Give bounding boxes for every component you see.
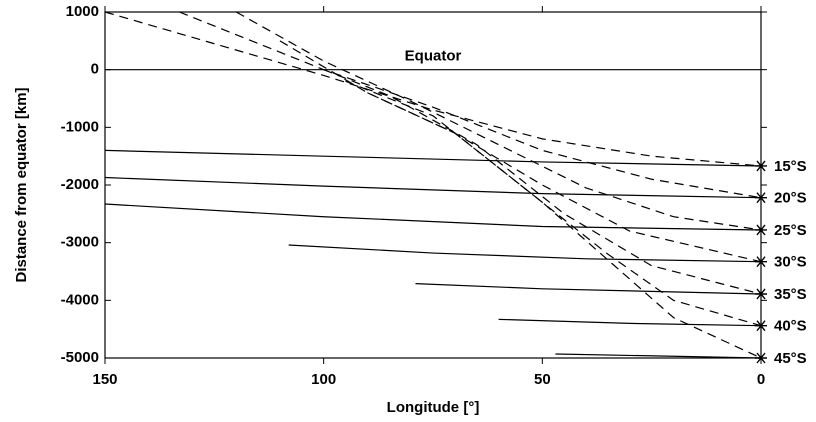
legend-label: 15°S	[774, 158, 807, 175]
y-tick-label: -5000	[61, 349, 99, 366]
y-tick-label: 1000	[66, 3, 99, 20]
star-marker	[755, 192, 767, 204]
star-marker	[755, 320, 767, 332]
dashed-line	[367, 92, 761, 358]
y-tick-label: -3000	[61, 234, 99, 251]
y-tick-label: -4000	[61, 291, 99, 308]
x-axis-label: Longitude [°]	[387, 399, 480, 416]
star-marker	[755, 256, 767, 268]
legend-label: 40°S	[774, 318, 807, 335]
latitude-line	[288, 244, 761, 263]
x-tick-label: 0	[757, 371, 765, 388]
legend-label: 20°S	[774, 190, 807, 207]
dashed-line	[323, 69, 761, 295]
equator-label: Equator	[405, 48, 462, 65]
star-marker	[755, 352, 767, 364]
x-tick-label: 50	[534, 371, 551, 388]
y-axis-label: Distance from equator [km]	[13, 87, 30, 282]
latitude-line	[555, 353, 761, 358]
latitude-line	[415, 283, 761, 295]
legend-label: 30°S	[774, 254, 807, 271]
dashed-line	[235, 12, 761, 231]
latitude-line	[105, 149, 761, 167]
legend-label: 45°S	[774, 350, 807, 367]
dashed-line	[279, 40, 761, 263]
star-marker	[755, 288, 767, 300]
latitude-line	[105, 203, 761, 231]
dashed-line	[345, 80, 761, 327]
x-tick-label: 150	[92, 371, 117, 388]
dashed-line	[179, 12, 761, 199]
y-tick-label: 0	[91, 61, 99, 78]
legend-label: 35°S	[774, 286, 807, 303]
star-marker	[755, 224, 767, 236]
y-tick-label: -1000	[61, 118, 99, 135]
latitude-line	[498, 318, 761, 327]
legend-label: 25°S	[774, 222, 807, 239]
latitude-line	[105, 176, 761, 199]
dashed-line	[105, 12, 761, 167]
y-tick-label: -2000	[61, 176, 99, 193]
plot-area	[105, 12, 761, 358]
star-marker	[755, 160, 767, 172]
x-tick-label: 100	[311, 371, 336, 388]
